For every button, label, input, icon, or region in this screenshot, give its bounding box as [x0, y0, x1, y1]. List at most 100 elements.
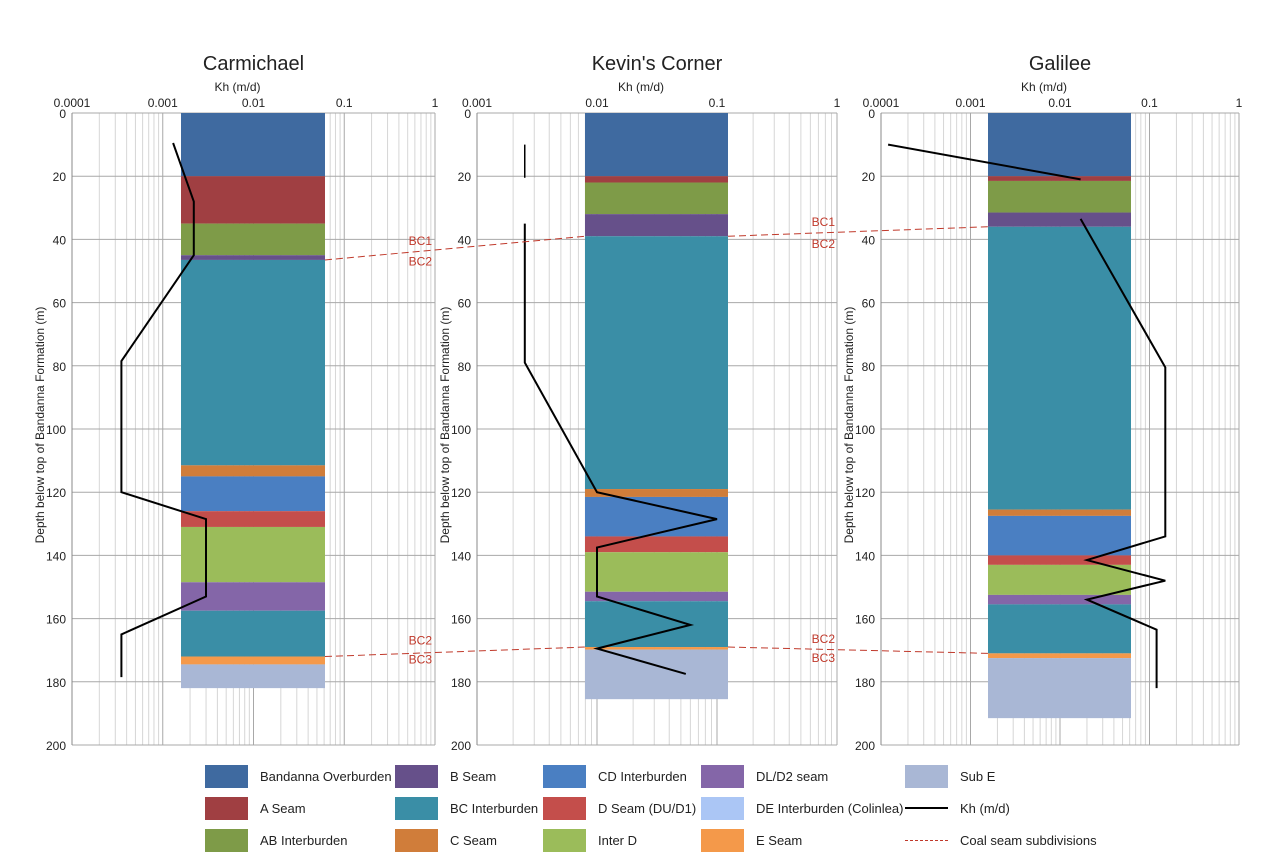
y-tick-label: 200	[46, 739, 66, 753]
y-tick-label: 80	[862, 360, 876, 374]
legend-item: Coal seam subdivisions	[905, 828, 1097, 852]
layer-0-bar: Bandanna Overburden	[181, 113, 325, 177]
y-tick-label: 80	[458, 360, 472, 374]
y-tick-label: 20	[862, 170, 876, 184]
layer-5-bar: C Seam	[988, 509, 1131, 516]
subdivision-line	[324, 646, 586, 658]
legend-item: E Seam	[701, 828, 802, 852]
y-axis-label: Depth below top of Bandanna Formation (m…	[842, 307, 856, 544]
legend-label: Sub E	[960, 768, 996, 784]
chart-title: Kevin's Corner	[592, 53, 723, 75]
y-tick-label: 40	[53, 233, 67, 247]
layer-3-bar: B Seam	[988, 212, 1131, 227]
layer-12-bar: Sub E	[181, 664, 325, 689]
x-tick-label: 0.001	[462, 96, 492, 110]
legend-swatch	[205, 764, 248, 788]
seam-label: BC2	[409, 255, 433, 269]
y-tick-label: 120	[451, 486, 471, 500]
kh-line-upper	[887, 143, 1081, 181]
legend-item: Bandanna Overburden	[205, 764, 392, 788]
layer-7-bar: D Seam (DU/D1)	[988, 555, 1131, 565]
legend-label: Inter D	[598, 832, 638, 848]
chart-title: Carmichael	[203, 53, 304, 75]
layer-1-bar: A Seam	[181, 176, 325, 224]
layer-1-bar: A Seam	[988, 176, 1131, 181]
x-tick-label: 0.1	[1141, 96, 1158, 110]
legend-label: BC Interburden	[450, 800, 539, 816]
layer-0-bar: Bandanna Overburden	[585, 113, 728, 177]
y-tick-label: 160	[855, 613, 875, 627]
y-tick-label: 60	[862, 297, 876, 311]
layer-3-bar: B Seam	[181, 255, 325, 260]
legend-item: Inter D	[543, 828, 637, 852]
y-tick-label: 0	[59, 107, 66, 121]
legend-swatch	[395, 796, 438, 820]
layer-3-bar: B Seam	[585, 214, 728, 237]
legend-label: DL/D2 seam	[756, 768, 829, 784]
layer-8-bar: Inter D	[181, 526, 325, 583]
legend-swatch	[701, 764, 744, 788]
layer-8-bar: Inter D	[585, 552, 728, 592]
x-axis-label: Kh (m/d)	[214, 80, 260, 94]
x-tick-label: 1	[834, 96, 841, 110]
legend: Bandanna Overburden A Seam AB Interburden B…	[205, 764, 1205, 860]
x-tick-label: 0.1	[709, 96, 726, 110]
seam-label: BC2	[812, 237, 836, 251]
layer-7-bar: D Seam (DU/D1)	[181, 511, 325, 527]
legend-item: B Seam	[395, 764, 496, 788]
legend-item: Kh (m/d)	[905, 796, 1010, 820]
layer-11-bar: E Seam	[988, 653, 1131, 659]
kh-line	[120, 142, 207, 678]
legend-label: Kh (m/d)	[960, 800, 1010, 816]
kh-line	[523, 223, 718, 675]
seam-label: BC2	[812, 632, 836, 646]
legend-swatch	[395, 764, 438, 788]
y-tick-label: 120	[46, 486, 66, 500]
x-axis-label: Kh (m/d)	[618, 80, 664, 94]
y-tick-label: 60	[53, 297, 67, 311]
legend-dash-sample	[905, 839, 948, 841]
layer-2-bar: AB Interburden	[585, 182, 728, 215]
legend-item: D Seam (DU/D1)	[543, 796, 696, 820]
legend-swatch	[701, 796, 744, 820]
legend-swatch	[543, 828, 586, 852]
legend-swatch	[395, 828, 438, 852]
layer-4-bar: BC Interburden	[988, 226, 1131, 510]
y-tick-label: 0	[464, 107, 471, 121]
layer-9-bar: DL/D2 seam	[988, 594, 1131, 605]
layer-5-bar: C Seam	[181, 465, 325, 477]
layer-10-bar: BC Interburden	[988, 604, 1131, 654]
y-tick-label: 40	[862, 233, 876, 247]
legend-label: A Seam	[260, 800, 306, 816]
y-tick-label: 180	[451, 676, 471, 690]
layer-10-bar: BC Interburden	[181, 610, 325, 657]
y-tick-label: 100	[451, 423, 471, 437]
layer-1-bar: A Seam	[585, 176, 728, 183]
y-tick-label: 200	[451, 739, 471, 753]
legend-label: C Seam	[450, 832, 497, 848]
y-tick-label: 60	[458, 297, 472, 311]
layer-5-bar: C Seam	[585, 489, 728, 497]
legend-label: E Seam	[756, 832, 803, 848]
x-tick-label: 0.01	[585, 96, 609, 110]
layer-4-bar: BC Interburden	[181, 259, 325, 466]
legend-label: D Seam (DU/D1)	[598, 800, 697, 816]
layer-9-bar: DL/D2 seam	[181, 582, 325, 611]
layer-0-bar: Bandanna Overburden	[988, 113, 1131, 177]
seam-label: BC3	[812, 651, 836, 665]
seam-label: BC1	[812, 215, 836, 229]
y-tick-label: 140	[855, 549, 875, 563]
layer-6-bar: CD Interburden	[988, 515, 1131, 556]
kh-line	[1079, 218, 1167, 689]
legend-line-sample	[905, 807, 948, 809]
legend-swatch	[905, 764, 948, 788]
x-tick-label: 1	[1236, 96, 1243, 110]
y-tick-label: 140	[46, 549, 66, 563]
layer-11-bar: E Seam	[181, 656, 325, 665]
y-tick-label: 100	[46, 423, 66, 437]
x-tick-label: 0.01	[1048, 96, 1072, 110]
legend-label: B Seam	[450, 768, 497, 784]
legend-swatch	[701, 828, 744, 852]
